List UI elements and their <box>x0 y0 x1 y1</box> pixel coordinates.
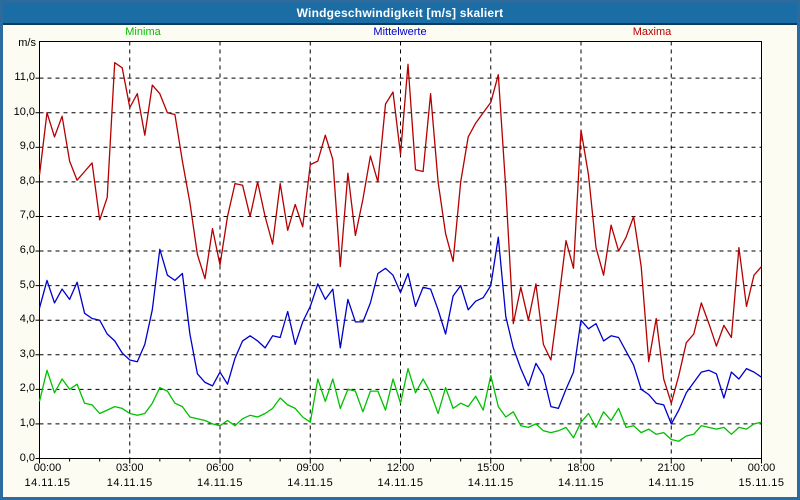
x-axis-time-label: 15:00 <box>476 462 505 474</box>
x-axis-date-label: 14.11.15 <box>648 477 695 489</box>
x-axis-time-label: 00:00 <box>33 462 62 474</box>
y-axis-label: 6,0 <box>19 244 35 257</box>
y-axis-label: 4,0 <box>19 313 35 326</box>
x-axis-time-label: 12:00 <box>386 462 415 474</box>
y-axis-label: 2,0 <box>19 382 35 395</box>
x-axis-time-label: 21:00 <box>657 462 686 474</box>
x-axis-date-label: 14.11.15 <box>196 477 243 489</box>
y-axis-label: 3,0 <box>19 347 35 360</box>
x-axis-time-label: 00:00 <box>747 462 776 474</box>
series-line-minima <box>38 367 762 442</box>
x-axis-time-label: 18:00 <box>567 462 595 474</box>
y-axis-label: 8,0 <box>19 174 35 187</box>
title-bar: Windgeschwindigkeit [m/s] skaliert <box>3 3 797 25</box>
page-title: Windgeschwindigkeit [m/s] skaliert <box>296 6 504 20</box>
series-line-maxima <box>38 61 762 404</box>
y-axis-label: 9,0 <box>19 140 35 153</box>
y-axis-label: 10,0 <box>13 105 35 118</box>
legend-item-minima: Minima <box>125 26 161 38</box>
y-axis-unit-label: m/s <box>18 37 36 49</box>
y-axis-label: 0,0 <box>19 451 35 464</box>
x-axis-time-label: 03:00 <box>115 462 144 474</box>
y-axis-label: 11,0 <box>14 71 35 84</box>
x-axis-date-label: 14.11.15 <box>557 477 604 489</box>
legend-item-mittelwerte: Mittelwerte <box>373 26 427 38</box>
x-axis-date-label: 14.11.15 <box>287 477 334 489</box>
series-line-mittelwerte <box>38 236 762 425</box>
x-axis-date-label: 14.11.15 <box>377 477 424 489</box>
y-axis-label: 1,0 <box>19 416 35 429</box>
x-axis-date-label: 14.11.15 <box>106 477 153 489</box>
x-axis-date-label: 15.11.15 <box>738 477 785 489</box>
x-axis-date-label: 14.11.15 <box>24 477 71 489</box>
x-axis-date-label: 14.11.15 <box>467 477 514 489</box>
y-axis-label: 5,0 <box>19 278 35 291</box>
legend-item-maxima: Maxima <box>632 26 672 38</box>
x-axis-time-label: 09:00 <box>296 462 325 474</box>
x-axis-time-label: 06:00 <box>206 462 234 474</box>
y-axis-label: 7,0 <box>19 209 35 222</box>
